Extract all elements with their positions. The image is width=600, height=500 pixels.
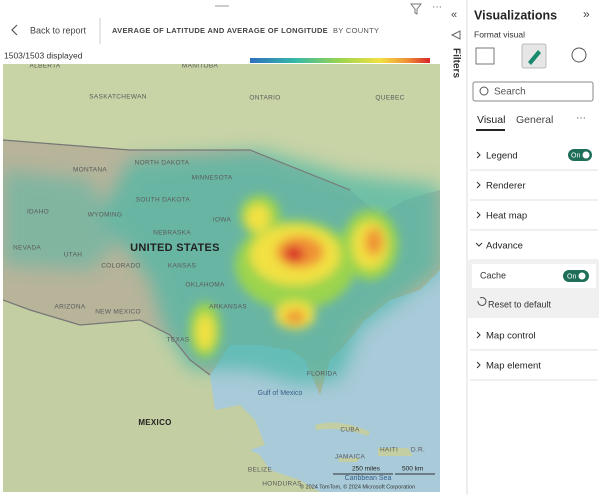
chevron-right (476, 181, 481, 189)
analytics-icon[interactable] (571, 47, 587, 63)
tab[interactable]: General (516, 114, 553, 126)
map-label: IDAHO (27, 209, 49, 216)
map-label: SOUTH DAKOTA (136, 197, 191, 204)
map-label: UTAH (64, 252, 82, 259)
map-label: CUBA (340, 427, 360, 434)
map-label: SASKATCHEWAN (89, 94, 146, 101)
map-label: HAITI (380, 447, 398, 454)
map-label: ONTARIO (249, 95, 280, 102)
map-label: JAMAICA (335, 454, 366, 461)
map-label: BELIZE (248, 467, 273, 474)
map-label: NEW MEXICO (95, 309, 141, 316)
map-label: NORTH DAKOTA (135, 160, 190, 167)
more-icon[interactable]: ··· (576, 113, 586, 124)
chevron-right (476, 331, 481, 339)
collapse-filters[interactable]: « (451, 9, 457, 21)
back-button[interactable]: Back to report (30, 25, 87, 35)
map-label: UNITED STATES (130, 242, 220, 254)
filter-icon[interactable] (409, 3, 423, 15)
chevron-down (475, 242, 483, 247)
map-label: MANITOBA (182, 63, 219, 70)
section-header[interactable]: Map element (486, 361, 541, 372)
toggle-state: On (571, 152, 580, 159)
scale-bar-label: 500 km (402, 466, 423, 473)
map-label: COLORADO (101, 263, 141, 270)
map-label: NEBRASKA (153, 230, 191, 237)
pane-subtitle: Format visual (474, 29, 525, 39)
filters-icon (450, 30, 461, 40)
toggle-state: On (567, 273, 576, 280)
filters-label[interactable]: Filters (450, 48, 461, 78)
map-label: QUEBEC (375, 95, 404, 102)
more-icon[interactable]: ··· (432, 2, 442, 13)
section-header[interactable]: Legend (486, 151, 518, 162)
pane-title: Visualizations (474, 8, 557, 22)
map-label: ARIZONA (55, 304, 86, 311)
collapse-pane[interactable]: » (583, 7, 590, 21)
map-label: ALBERTA (29, 63, 60, 70)
map: ALBERTA MANITOBA SASKATCHEWAN ONTARIO QUEBEC… (3, 63, 440, 492)
map-label: MINNESOTA (192, 175, 233, 182)
section-header[interactable]: Map control (486, 331, 536, 342)
section-header[interactable]: Heat map (486, 211, 527, 222)
section-header[interactable]: Renderer (486, 181, 526, 192)
map-label: KANSAS (168, 263, 197, 270)
filters-strip (445, 0, 467, 495)
search-box[interactable] (472, 81, 594, 102)
map-label: HONDURAS (262, 481, 302, 488)
back-icon[interactable] (11, 24, 18, 36)
map-label: OKLAHOMA (185, 282, 225, 289)
map-label: Caribbean Sea (345, 475, 392, 482)
color-scale (250, 58, 430, 63)
attribution: © 2024 TomTom, © 2024 Microsoft Corporat… (300, 483, 415, 490)
chevron-right (476, 211, 481, 219)
chevron-right (476, 361, 481, 369)
map-label: TEXAS (167, 337, 190, 344)
map-label: Gulf of Mexico (258, 390, 303, 397)
map-label: WYOMING (88, 212, 123, 219)
build-visual-icon[interactable] (475, 47, 495, 65)
chevron-right (476, 151, 481, 159)
tab[interactable]: Visual (477, 114, 505, 126)
map-label: D.R. (411, 447, 425, 454)
visual-title: AVERAGE OF LATITUDE AND AVERAGE OF LONGI… (112, 26, 328, 35)
search-placeholder: Search (494, 87, 526, 98)
map-label: NEVADA (13, 245, 41, 252)
scale-bar-label: 250 miles (352, 466, 381, 473)
map-label: MEXICO (138, 418, 171, 427)
visual-subtitle: BY COUNTY (333, 26, 379, 35)
displayed-count: 1503/1503 displayed (4, 50, 83, 60)
map-label: MONTANA (73, 167, 107, 174)
map-label: ARKANSAS (209, 304, 247, 311)
cache-label: Cache (480, 270, 506, 280)
map-label: IOWA (213, 217, 232, 224)
map-label: FLORIDA (307, 371, 338, 378)
reset-icon (477, 297, 487, 306)
toggle-knob (582, 151, 590, 159)
section-header[interactable]: Advance (486, 241, 523, 252)
reset-button[interactable]: Reset to default (488, 299, 552, 309)
